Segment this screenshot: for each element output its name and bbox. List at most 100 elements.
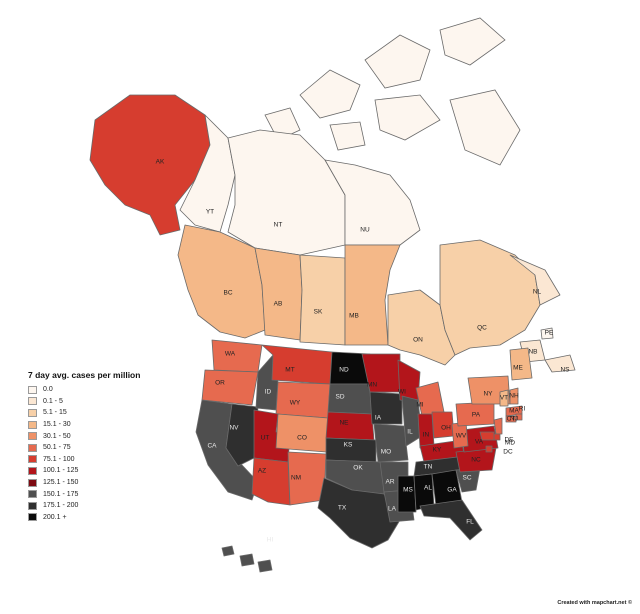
region-label-sk: SK (314, 309, 323, 316)
region-label-ne: NE (339, 420, 349, 427)
region-label-pe: PE (545, 330, 554, 337)
region-sk (299, 254, 346, 346)
region-label-ri: RI (519, 406, 526, 413)
legend-swatch (28, 478, 37, 487)
legend-swatch (28, 408, 37, 417)
region-label-in: IN (423, 432, 430, 439)
region-dc (485, 445, 493, 453)
region-label-az: AZ (258, 468, 266, 475)
region-nv (225, 403, 259, 467)
region-nt (227, 129, 346, 256)
region-bc (177, 224, 266, 339)
region-nj (493, 417, 503, 435)
region-label-nv: NV (229, 425, 239, 432)
legend-title: 7 day avg. cases per million (28, 370, 141, 380)
region-co (275, 413, 329, 453)
region-nl (509, 254, 561, 306)
region-ne (325, 411, 375, 441)
region-label-or: OR (215, 380, 225, 387)
legend-item: 75.1 - 100 (28, 454, 188, 466)
region-label-pa: PA (472, 412, 481, 419)
region-label-ky: KY (433, 447, 442, 454)
region-wy (275, 381, 331, 419)
legend-item: 175.1 - 200 (28, 500, 188, 512)
region-label-nb: NB (528, 349, 537, 356)
legend-label: 175.1 - 200 (43, 502, 79, 510)
region-tx (317, 477, 401, 549)
legend-swatch (28, 455, 37, 464)
region-or (201, 369, 259, 406)
region-label-nt: NT (274, 222, 283, 229)
legend-item: 5.1 - 15 (28, 407, 188, 419)
region-label-fl: FL (466, 519, 474, 526)
arctic-island (299, 69, 361, 119)
region-label-nu: NU (360, 227, 370, 234)
region-label-ma: MA (509, 408, 519, 415)
region-wa (211, 339, 263, 373)
region-mi (415, 381, 445, 417)
region-label-ks: KS (344, 442, 353, 449)
legend-label: 50.1 - 75 (43, 444, 71, 452)
region-ak (89, 94, 211, 236)
legend-swatch (28, 490, 37, 499)
region-label-ns: NS (560, 367, 570, 374)
region-label-hi: HI (267, 537, 274, 544)
arctic-island (329, 121, 366, 151)
legend-label: 30.1 - 50 (43, 432, 71, 440)
legend-item: 0.0 (28, 384, 188, 396)
legend-label: 75.1 - 100 (43, 455, 75, 463)
region-label-mt: MT (285, 367, 294, 374)
arctic-island (449, 89, 521, 166)
region-label-la: LA (388, 506, 397, 513)
legend-label: 15.1 - 30 (43, 421, 71, 429)
legend-label: 150.1 - 175 (43, 490, 79, 498)
legend-swatch (28, 466, 37, 475)
region-label-ca: CA (207, 443, 217, 450)
legend-label: 100.1 - 125 (43, 467, 79, 475)
legend-label: 0.0 (43, 386, 53, 394)
region-label-nd: ND (339, 367, 349, 374)
region-label-al: AL (424, 485, 432, 492)
region-label-nc: NC (471, 457, 481, 464)
region-label-ms: MS (403, 487, 413, 494)
arctic-island (374, 94, 441, 141)
region-mo (373, 423, 409, 463)
region-fl (419, 499, 483, 541)
region-label-nj: NJ (510, 416, 518, 423)
region-label-tx: TX (338, 505, 347, 512)
credit-text: Created with mapchart.net © (557, 600, 632, 606)
region-label-yt: YT (206, 209, 214, 216)
legend-swatch (28, 513, 37, 522)
legend-item: 200.1 + (28, 512, 188, 524)
region-ms (397, 475, 417, 513)
region-label-sd: SD (335, 394, 344, 401)
region-label-ok: OK (353, 465, 363, 472)
region-label-mb: MB (349, 313, 359, 320)
region-de (493, 433, 501, 441)
region-vt (499, 389, 509, 407)
region-nu (324, 159, 421, 246)
region-label-on: ON (413, 337, 423, 344)
legend-item: 125.1 - 150 (28, 477, 188, 489)
region-label-oh: OH (441, 425, 451, 432)
region-mb (344, 244, 401, 346)
region-label-bc: BC (223, 290, 232, 297)
region-label-ar: AR (385, 479, 394, 486)
region-label-ga: GA (447, 487, 457, 494)
region-mt (261, 344, 333, 385)
legend-label: 200.1 + (43, 513, 67, 521)
region-label-de: DE (504, 437, 514, 444)
legend-item: 15.1 - 30 (28, 419, 188, 431)
arctic-islands (264, 17, 521, 166)
region-label-dc: DC (503, 449, 513, 456)
arctic-island (364, 34, 431, 89)
region-ia (369, 391, 403, 425)
region-label-il: IL (407, 429, 413, 436)
region-label-va: VA (475, 439, 484, 446)
region-ct (505, 415, 517, 423)
region-pe (540, 327, 554, 340)
region-label-ut: UT (261, 435, 270, 442)
region-label-wa: WA (225, 351, 236, 358)
region-label-wy: WY (290, 400, 301, 407)
